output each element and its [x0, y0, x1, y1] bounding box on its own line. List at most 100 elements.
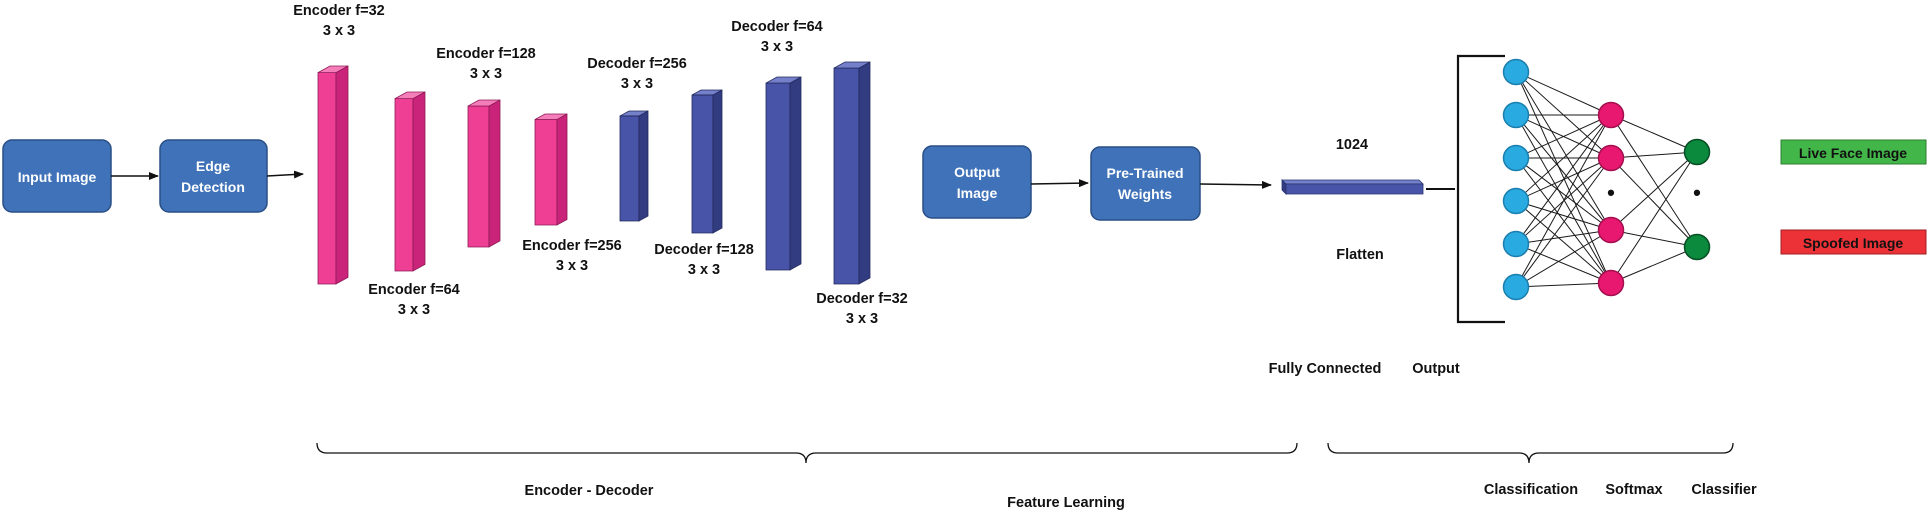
output-node-0	[1683, 138, 1711, 166]
layer-4-top	[619, 110, 649, 117]
layer-2-kernel: 3 x 3	[470, 66, 502, 82]
layer-6-prism	[765, 76, 802, 271]
layer-6-kernel: 3 x 3	[761, 39, 793, 55]
layer-2-prism	[467, 99, 501, 248]
layer-1-kernel: 3 x 3	[398, 302, 430, 318]
edge-hid2-out1	[1610, 229, 1698, 248]
spoofed-output: Spoofed Image	[1780, 229, 1927, 255]
edge-hid1-out1	[1610, 157, 1698, 248]
layer-2-front	[467, 105, 490, 248]
edge-in4-hid0	[1515, 114, 1612, 245]
input-node-3	[1502, 187, 1530, 215]
layer-6-name: Decoder f=64	[731, 19, 822, 35]
layer-2-top	[467, 99, 501, 107]
hidden-node-1	[1597, 144, 1625, 172]
output-layer-label: Output	[1412, 361, 1460, 377]
feature-learning-label: Feature Learning	[1007, 495, 1125, 511]
layer-4-side	[638, 110, 649, 222]
flatten-layer: 1024 Flatten	[1281, 137, 1455, 263]
fully-connected-label: Fully Connected	[1269, 361, 1382, 377]
layer-6-top	[765, 76, 802, 84]
arrow-output-to-weights	[1030, 179, 1089, 188]
layer-7-top	[833, 61, 871, 69]
classification-label: Classification	[1484, 482, 1578, 498]
pretrained-label-line1: Pre-Trained	[1106, 165, 1183, 181]
input-node-4	[1502, 230, 1530, 258]
layer-5-front	[691, 94, 714, 234]
input-image-box: Input Image	[2, 139, 112, 213]
pretrained-weights-box: Pre-Trained Weights	[1090, 146, 1201, 221]
pretrained-label-line2: Weights	[1118, 186, 1172, 202]
edge-in1-hid3	[1515, 114, 1612, 284]
edge-in4-hid2	[1515, 229, 1612, 245]
layer-3-front	[534, 119, 558, 226]
layer-1-top	[394, 91, 426, 99]
input-node-2	[1502, 144, 1530, 172]
layer-1-name: Encoder f=64	[368, 282, 459, 298]
edge-in2-hid3	[1515, 157, 1612, 284]
layer-0-kernel: 3 x 3	[323, 23, 355, 39]
output-ellipsis-dot: •	[1693, 180, 1701, 205]
layer-0-prism	[317, 65, 349, 285]
layer-4-prism	[619, 110, 649, 222]
layer-7-side	[858, 61, 871, 285]
layer-3-top	[534, 113, 568, 120]
edge-hid0-out0	[1610, 114, 1698, 153]
layer-6-side	[789, 76, 802, 271]
edge-hid0-out1	[1610, 114, 1698, 248]
layer-7-front	[833, 67, 860, 285]
output-node-1	[1683, 233, 1711, 261]
edge-in5-hid3	[1515, 282, 1612, 288]
edge-hid3-out0	[1610, 151, 1698, 284]
output-image-box: Output Image	[922, 145, 1032, 219]
layer-4-kernel: 3 x 3	[621, 76, 653, 92]
layer-5-kernel: 3 x 3	[688, 262, 720, 278]
layer-0-front	[317, 72, 337, 285]
layer-0-top	[317, 65, 349, 73]
input-node-5	[1502, 273, 1530, 301]
edge-detection-label-line2: Detection	[181, 179, 245, 195]
layer-0-side	[335, 65, 349, 285]
arrow-edge-to-encoder	[266, 170, 304, 179]
edge-in3-hid3	[1515, 200, 1612, 284]
flatten-size: 1024	[1336, 137, 1368, 153]
hidden-node-2	[1597, 216, 1625, 244]
layer-7-prism	[833, 61, 871, 285]
live-face-output: Live Face Image	[1780, 139, 1927, 165]
edge-detection-label-line1: Edge	[196, 158, 230, 174]
layer-5-name: Decoder f=128	[654, 242, 754, 258]
edge-in5-hid2	[1515, 229, 1612, 288]
layer-6-front	[765, 82, 791, 271]
hidden-node-0	[1597, 101, 1625, 129]
encoder-decoder-label: Encoder - Decoder	[525, 483, 654, 499]
edge-in5-hid0	[1515, 114, 1612, 288]
output-image-label-line2: Image	[957, 185, 998, 201]
layer-1-prism	[394, 91, 426, 272]
classifier-label: Classifier	[1691, 482, 1757, 498]
edge-hid2-out0	[1610, 151, 1698, 231]
layer-3-name: Encoder f=256	[522, 238, 622, 254]
layer-4-front	[619, 115, 640, 222]
edge-in4-hid3	[1515, 243, 1612, 284]
input-node-1	[1502, 101, 1530, 129]
feature-learning-brace	[316, 442, 1298, 464]
encoder-decoder-layers	[317, 61, 871, 285]
hidden-node-3	[1597, 269, 1625, 297]
edge-in0-hid0	[1515, 71, 1612, 116]
layer-3-side	[556, 113, 568, 226]
classification-brace	[1327, 442, 1734, 464]
output-image-label-line1: Output	[954, 164, 1000, 180]
layer-5-prism	[691, 89, 723, 234]
network-nodes	[1502, 58, 1711, 301]
layer-1-front	[394, 98, 414, 272]
layer-4-name: Decoder f=256	[587, 56, 687, 72]
edge-in0-hid3	[1515, 71, 1612, 284]
edge-in5-hid1	[1515, 157, 1612, 288]
layer-2-side	[488, 99, 501, 248]
edge-hid1-out0	[1610, 151, 1698, 159]
softmax-label: Softmax	[1605, 482, 1662, 498]
layer-0-name: Encoder f=32	[293, 3, 384, 19]
edge-in2-hid2	[1515, 157, 1612, 231]
layer-2-name: Encoder f=128	[436, 46, 536, 62]
